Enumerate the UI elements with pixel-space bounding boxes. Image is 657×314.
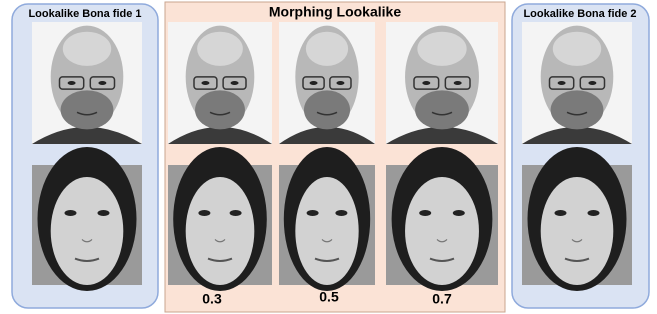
left-title: Lookalike Bona fide 1 <box>28 8 141 20</box>
eye <box>336 81 344 85</box>
face <box>186 177 255 285</box>
eye <box>422 81 430 85</box>
beard <box>415 90 469 129</box>
center-title: Morphing Lookalike <box>269 4 401 20</box>
eye <box>307 210 319 216</box>
eye <box>201 81 209 85</box>
face <box>405 177 479 285</box>
eye <box>65 210 77 216</box>
eye <box>588 210 600 216</box>
face <box>295 177 358 285</box>
eye <box>419 210 431 216</box>
factor-label: 0.7 <box>432 291 452 307</box>
face <box>51 177 124 285</box>
eye <box>310 81 318 85</box>
eye <box>588 81 596 85</box>
eye <box>231 81 239 85</box>
eye <box>453 210 465 216</box>
factor-label: 0.5 <box>319 289 339 305</box>
eye <box>198 210 210 216</box>
eye <box>335 210 347 216</box>
eye <box>454 81 462 85</box>
head-shine <box>417 32 466 66</box>
eye <box>555 210 567 216</box>
factor-label: 0.3 <box>202 291 222 307</box>
beard <box>304 90 350 129</box>
head-shine <box>553 32 601 66</box>
face <box>541 177 614 285</box>
head-shine <box>306 32 348 66</box>
beard <box>195 90 245 129</box>
head-shine <box>63 32 111 66</box>
figure: Lookalike Bona fide 1 Morphing Lookalike… <box>0 0 657 314</box>
beard <box>551 90 604 129</box>
beard <box>61 90 114 129</box>
eye <box>68 81 76 85</box>
eye <box>98 81 106 85</box>
head-shine <box>197 32 243 66</box>
eye <box>98 210 110 216</box>
eye <box>230 210 242 216</box>
page: {"panels": {"left": {"title": "Lookalike… <box>0 0 657 314</box>
right-title: Lookalike Bona fide 2 <box>523 8 636 20</box>
eye <box>558 81 566 85</box>
